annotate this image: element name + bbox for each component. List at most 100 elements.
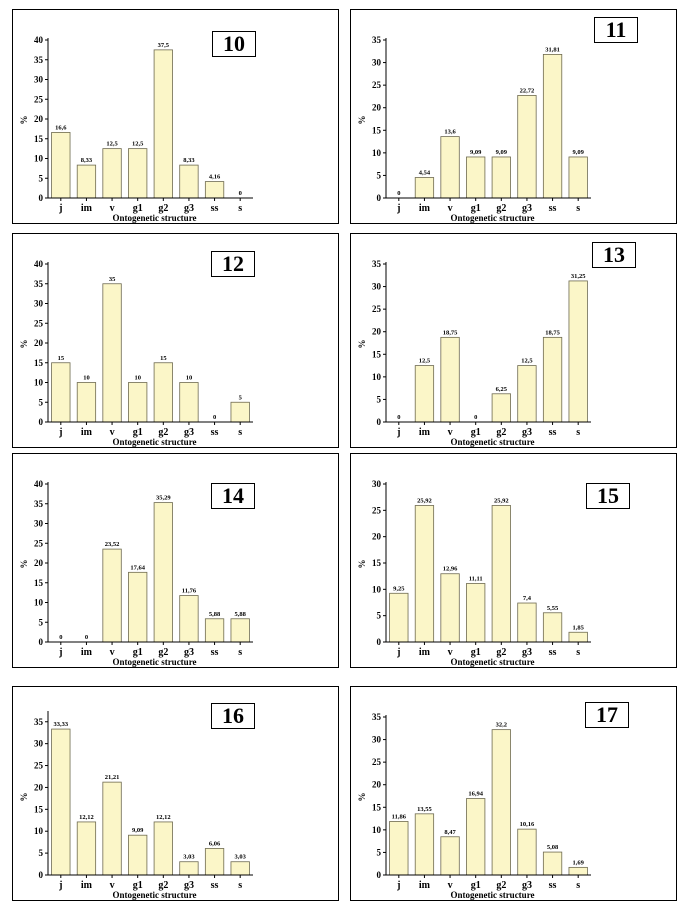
y-tick-label: 20 [372,327,382,337]
x-tick-label: g3 [522,203,532,214]
bar-value-label: 3,03 [183,854,195,861]
x-tick-label: j [58,880,62,891]
x-tick-label: im [419,880,431,891]
x-tick-label: im [419,203,431,214]
bar-j [51,728,71,876]
bar-value-label: 12,5 [419,358,431,365]
x-tick-label: j [396,203,400,214]
bar-g3 [517,95,537,199]
bar-value-label: 10,16 [520,821,535,828]
bar-value-label: 37,5 [158,42,170,49]
y-tick-label: 30 [34,519,44,529]
bar-s [230,401,250,423]
bar-value-label: 8,33 [81,157,93,164]
y-tick-label: 30 [372,735,382,745]
y-tick-label: 40 [34,35,44,45]
chart-panel-12: 0 5 10 15 20 25 30 35 40% 15 j 10 im 35 v 10 g1 15 g2 10 g3 0… [12,233,339,448]
chart-number-badge: 10 [212,31,256,57]
y-tick-label: 0 [377,193,382,203]
y-tick-label: 5 [39,617,44,627]
y-tick-label: 10 [372,372,382,382]
y-tick-label: 20 [372,103,382,113]
y-tick-label: 20 [34,558,44,568]
bar-value-label: 5,08 [547,844,559,851]
bar-value-label: 0 [474,414,477,421]
x-tick-label: g3 [184,203,194,214]
chart-panel-17: 0 5 10 15 20 25 30 35% 11,86 j 13,55 im 8,47 v 16,94 g1… [350,686,677,901]
bar-s [568,156,588,199]
bar-value-label: 18,75 [545,329,560,336]
y-tick-label: 40 [34,479,44,489]
y-tick-label: 10 [34,378,44,388]
bar-value-label: 3,03 [235,854,247,861]
bar-im [414,177,435,199]
x-axis-title: Ontogenetic structure [112,890,196,900]
y-tick-label: 5 [377,170,382,180]
x-tick-label: g2 [496,647,506,658]
x-tick-label: s [576,880,580,891]
x-axis-title: Ontogenetic structure [450,657,534,667]
bar-value-label: 11,11 [469,575,483,582]
y-tick-label: 10 [372,148,382,158]
bar-v [440,136,460,199]
x-tick-label: g2 [496,203,506,214]
bar-g2 [491,505,511,643]
bar-value-label: 0 [59,634,62,641]
bar-ss [542,54,563,199]
bar-value-label: 0 [397,190,400,197]
bar-chart-11: 0 5 10 15 20 25 30 35% 0 j 4,54 im 13,6 v 9,09 g1 9,09 g2… [357,35,591,223]
y-axis-title: % [19,560,29,569]
bar-j [51,362,71,423]
x-tick-label: g1 [133,647,143,658]
bar-ss [542,851,563,876]
y-tick-label: 35 [372,259,382,269]
bar-s [568,631,588,643]
x-tick-label: g2 [496,880,506,891]
bar-j [51,132,71,199]
bar-g1 [466,583,486,643]
chart-number-badge: 14 [211,483,255,509]
x-tick-label: s [576,427,580,438]
x-axis-title: Ontogenetic structure [450,437,534,447]
y-tick-label: 30 [372,479,382,489]
y-axis-title: % [357,340,367,349]
x-tick-label: im [81,203,93,214]
bar-chart-15: 0 5 10 15 20 25 30% 9,25 j 25,92 im 12,96 v 11,11 g1 25… [357,479,591,667]
y-tick-label: 25 [372,304,382,314]
x-tick-label: j [396,427,400,438]
bar-g1 [128,382,148,423]
y-tick-label: 35 [372,712,382,722]
axes [385,262,591,423]
bar-g2 [491,729,511,876]
bar-value-label: 16,6 [55,124,67,131]
y-tick-label: 20 [372,780,382,790]
bar-value-label: 8,33 [183,157,195,164]
bar-value-label: 12,5 [106,141,118,148]
y-tick-label: 15 [34,804,44,814]
axes [385,715,591,876]
bar-value-label: 12,5 [132,141,144,148]
chart-number-badge: 17 [585,702,629,728]
x-tick-label: v [448,880,453,891]
y-tick-label: 35 [34,717,44,727]
chart-number-badge: 16 [211,703,255,729]
y-tick-label: 20 [34,338,44,348]
x-axis-title: Ontogenetic structure [112,657,196,667]
axes [385,482,591,643]
bar-chart-16: 0 5 10 15 20 25 30 35% 33,33 j 12,12 im 21,21 v 9,09 g1… [19,711,253,900]
y-tick-label: 10 [34,598,44,608]
x-tick-label: ss [211,203,219,214]
bar-value-label: 5 [239,394,243,401]
x-tick-label: im [81,880,93,891]
y-axis-title: % [357,560,367,569]
bar-chart-13: 0 5 10 15 20 25 30 35% 0 j 12,5 im 18,75 v 0 g1 6,25 g2 12… [357,259,591,447]
bar-im [414,505,435,643]
y-axis-title: % [19,340,29,349]
y-tick-label: 15 [372,349,382,359]
x-tick-label: v [448,203,453,214]
bar-value-label: 9,25 [393,585,405,592]
bar-g2 [153,502,173,643]
x-tick-label: im [81,427,93,438]
bar-g2 [153,821,173,876]
bar-g1 [128,571,148,643]
